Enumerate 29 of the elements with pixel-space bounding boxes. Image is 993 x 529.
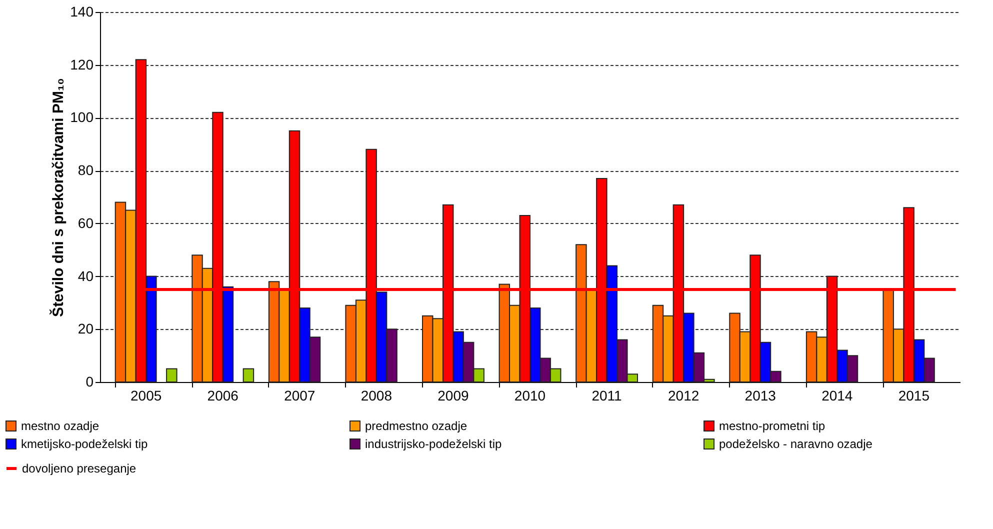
legend-label: mestno-prometni tip bbox=[719, 419, 826, 433]
x-tick-label: 2009 bbox=[438, 388, 469, 404]
legend-label: dovoljeno preseganje bbox=[22, 462, 136, 476]
x-tick-label: 2013 bbox=[744, 388, 776, 404]
legend-label: kmetijsko-podeželski tip bbox=[21, 437, 148, 451]
y-tick-label: 80 bbox=[78, 162, 94, 178]
y-axis-title: Število dni s prekoračitvami PM₁₀ bbox=[49, 78, 68, 317]
legend-label: podeželsko - naravno ozadje bbox=[719, 437, 873, 451]
y-tick-label: 20 bbox=[78, 320, 94, 337]
legend-label: mestno ozadje bbox=[21, 419, 100, 433]
x-tick-label: 2015 bbox=[898, 388, 930, 404]
y-tick-label: 140 bbox=[70, 4, 94, 20]
x-tick-label: 2008 bbox=[360, 388, 392, 404]
y-tick-label: 40 bbox=[78, 268, 94, 284]
x-tick-label: 2011 bbox=[592, 388, 622, 404]
x-tick-label: 2014 bbox=[822, 388, 853, 404]
x-tick-label: 2012 bbox=[668, 388, 700, 404]
x-tick-label: 2006 bbox=[207, 388, 239, 404]
y-tick-label: 60 bbox=[78, 214, 94, 231]
legend-label: predmestno ozadje bbox=[365, 419, 468, 433]
y-tick-label: 100 bbox=[70, 109, 94, 126]
y-tick-label: 0 bbox=[86, 374, 94, 390]
bar bbox=[242, 368, 254, 382]
x-tick-label: 2005 bbox=[130, 388, 162, 404]
bar bbox=[166, 368, 178, 382]
x-tick-label: 2007 bbox=[284, 388, 316, 404]
legend-label: industrijsko-podeželski tip bbox=[365, 437, 502, 451]
y-tick-label: 120 bbox=[70, 56, 94, 72]
x-tick-label: 2010 bbox=[514, 388, 546, 404]
